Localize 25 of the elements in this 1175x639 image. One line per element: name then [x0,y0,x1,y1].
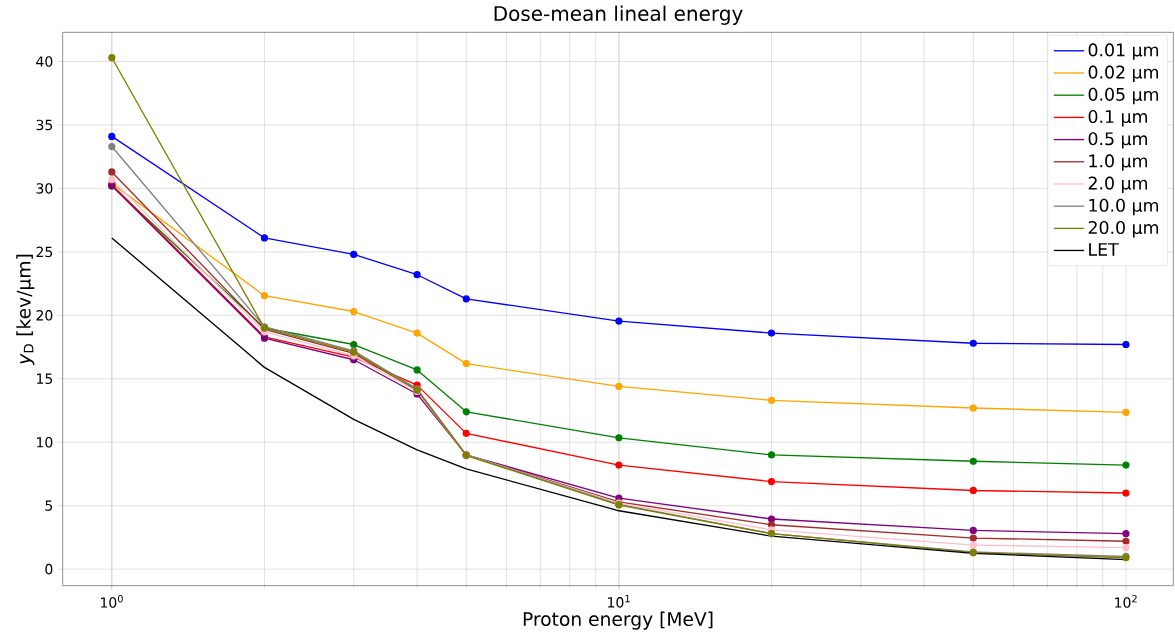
x-tick-label: 10$^{0}$ [100,595,123,608]
legend-label: 2.0 μm [1088,176,1147,194]
x-axis-title: Proton energy [MeV] [523,611,713,630]
y-tick-label: 25 [36,246,53,258]
x-tick-label: 10$^{2}$ [1115,595,1137,608]
legend-label: 1.0 μm [1089,154,1147,171]
y-tick-label: 10 [37,436,53,448]
legend-label: 0.1 μm [1088,109,1147,127]
x-tick-label: 10$^{1}$ [608,595,630,608]
y-axis-title: y$_{D}$ [kev/μm] [16,254,35,366]
legend-label: 10.0 μm [1089,198,1158,216]
legend-label: 0.05 μm [1088,87,1158,105]
y-tick-label: 40 [36,56,53,67]
y-tick-label: 5 [45,500,53,511]
legend-label: 0.01 μm [1088,43,1158,60]
y-tick-label: 20 [36,310,53,321]
chart-title: Dose-mean lineal energy [494,5,743,25]
legend-label: LET [1089,243,1119,256]
legend-label: 20.0 μm [1088,220,1158,238]
legend-label: 0.02 μm [1088,65,1158,83]
y-tick-label: 0 [45,563,53,575]
y-tick-label: 35 [36,119,53,131]
legend-label: 0.5 μm [1088,132,1147,149]
y-tick-label: 30 [36,183,53,194]
y-tick-label: 15 [37,373,53,384]
